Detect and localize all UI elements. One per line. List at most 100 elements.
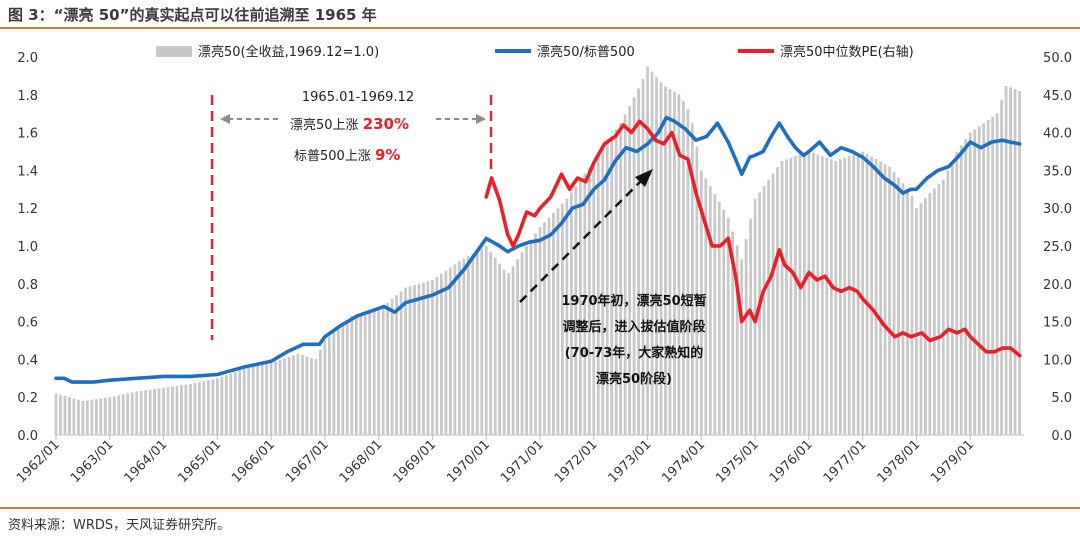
bar [126,393,130,435]
bar [139,390,143,435]
bar [229,373,233,435]
bar [457,261,461,435]
bar [157,388,161,435]
bar [623,114,627,436]
pretty50-gain-value: 230% [363,115,409,133]
bar [677,94,681,436]
bar [637,88,640,435]
bar [758,192,761,435]
bar [166,387,170,435]
bar [520,252,524,435]
bar [874,159,878,435]
bar [440,273,443,435]
bar [336,328,340,435]
bar [399,291,403,435]
bar [538,227,542,435]
y-right-tick-label: 25.0 [1043,240,1072,255]
bar [103,397,107,435]
y-left-tick-label: 0.0 [17,429,38,444]
bar [601,148,605,435]
bar [390,298,394,435]
bar [224,375,228,435]
bar [865,154,869,435]
bar [171,386,174,435]
bar [986,120,990,435]
y-right-tick-label: 30.0 [1043,202,1072,217]
bar [659,82,663,435]
bar [54,393,58,435]
y-left-tick-label: 1.8 [17,89,38,104]
bar [341,324,345,435]
bar [695,146,699,435]
bar [395,295,398,435]
bar [260,365,264,435]
x-tick-label: 1965/01 [175,437,224,486]
bar [592,160,596,435]
bar [274,361,277,435]
bar [112,396,116,435]
bar [448,267,452,435]
bar [583,173,587,436]
x-tick-label: 1966/01 [229,437,278,486]
bar [345,320,349,435]
bar [85,400,89,435]
bar [1018,90,1021,435]
bar [655,76,658,435]
bar [327,336,331,435]
bar [690,123,694,436]
bar [1004,85,1008,435]
bar [843,157,847,436]
bar [220,376,224,435]
bar [829,159,833,435]
bar [762,186,766,435]
bar [686,108,690,435]
bar [359,314,363,435]
y-left-tick-label: 0.6 [17,316,38,331]
y-left-tick-label: 1.2 [17,202,38,217]
bar [99,398,103,435]
bar [247,367,251,435]
bar [90,399,94,435]
bar [722,209,726,435]
bar [59,394,62,435]
legend-label-1: 漂亮50(全收益,1969.12=1.0) [198,44,379,60]
y-right-tick-label: 15.0 [1043,316,1072,331]
y-right-tick-label: 50.0 [1043,51,1072,66]
bar [928,193,932,435]
sp500-gain-label: 标普500上涨 9% [294,146,400,164]
bar [803,153,806,435]
bar [619,123,623,436]
bar [413,285,416,435]
bar [632,97,636,435]
bar [735,245,739,435]
bar [265,364,269,435]
y-right-tick-label: 35.0 [1043,164,1072,179]
y-right-tick-label: 5.0 [1051,391,1072,406]
bar [861,151,865,435]
bar [63,395,67,435]
bar [368,312,372,435]
bar [372,311,376,435]
bar [175,385,179,435]
bar [767,179,770,435]
bar [955,151,959,435]
y-right-tick-label: 45.0 [1043,89,1072,104]
x-tick-label: 1977/01 [821,437,870,486]
left-arrow-head [220,114,230,124]
bar [363,313,367,435]
bar [605,142,609,436]
note-line-2: 调整后，进入拔估值阶段 [562,319,705,335]
bar [435,276,439,435]
bar [489,251,493,435]
bar [794,156,797,436]
bar [193,383,197,435]
bar [901,183,905,435]
bar [507,272,511,435]
bar [480,248,484,435]
bar [354,314,358,435]
bar [614,129,618,435]
bar [682,101,685,435]
bar [964,138,968,435]
series-line-1 [54,115,1022,384]
